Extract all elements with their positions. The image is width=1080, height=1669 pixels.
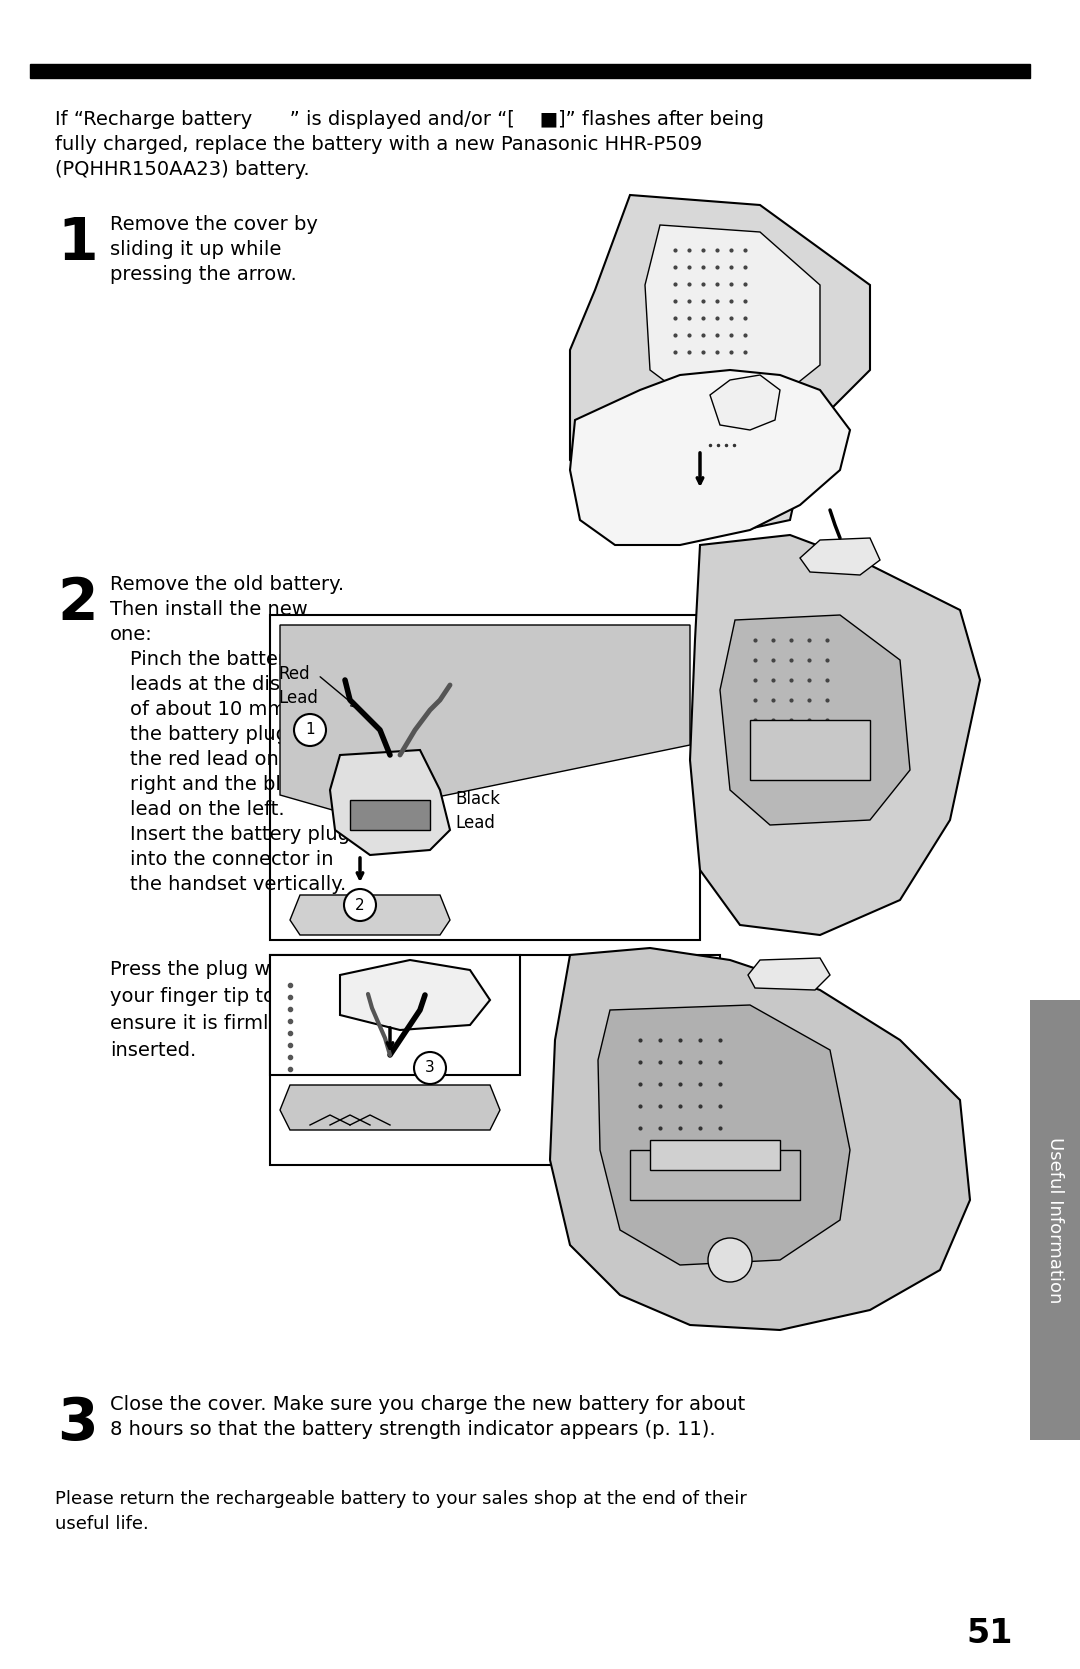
Text: 3: 3 — [426, 1060, 435, 1075]
Circle shape — [708, 1238, 752, 1282]
Polygon shape — [690, 536, 980, 935]
Text: 2: 2 — [57, 576, 97, 633]
Text: 8 hours so that the battery strength indicator appears (p. 11).: 8 hours so that the battery strength ind… — [110, 1420, 716, 1439]
Circle shape — [345, 890, 376, 921]
Polygon shape — [340, 960, 490, 1030]
Text: Remove the cover by: Remove the cover by — [110, 215, 318, 234]
Text: pressing the arrow.: pressing the arrow. — [110, 265, 297, 284]
Bar — [630, 1150, 800, 1200]
Text: Remove the old battery.: Remove the old battery. — [110, 576, 345, 594]
Text: inserted.: inserted. — [110, 1041, 197, 1060]
Text: Then install the new: Then install the new — [110, 599, 308, 619]
Text: sliding it up while: sliding it up while — [110, 240, 282, 259]
Text: right and the black: right and the black — [130, 774, 314, 794]
Text: Insert the battery plug: Insert the battery plug — [130, 824, 350, 845]
Text: Red
Lead: Red Lead — [278, 664, 318, 706]
Bar — [30, 63, 1030, 78]
Text: If “Recharge battery      ” is displayed and/or “[    ■]” flashes after being: If “Recharge battery ” is displayed and/… — [55, 110, 764, 129]
Bar — [270, 955, 720, 1165]
Polygon shape — [291, 895, 450, 935]
Text: lead on the left.: lead on the left. — [130, 799, 285, 819]
Bar — [270, 955, 519, 1075]
Text: the handset vertically.: the handset vertically. — [130, 875, 347, 895]
Text: Useful Information: Useful Information — [1047, 1137, 1064, 1303]
Polygon shape — [748, 958, 831, 990]
Text: leads at the distance: leads at the distance — [130, 674, 335, 694]
Text: Close the cover. Make sure you charge the new battery for about: Close the cover. Make sure you charge th… — [110, 1395, 745, 1414]
Bar — [1030, 1000, 1080, 1440]
Text: (PQHHR150AA23) battery.: (PQHHR150AA23) battery. — [55, 160, 310, 179]
Text: Please return the rechargeable battery to your sales shop at the end of their: Please return the rechargeable battery t… — [55, 1490, 747, 1509]
Polygon shape — [570, 371, 850, 546]
Text: the red lead on the: the red lead on the — [130, 749, 316, 769]
Text: fully charged, replace the battery with a new Panasonic HHR-P509: fully charged, replace the battery with … — [55, 135, 702, 154]
Text: 3: 3 — [57, 1395, 97, 1452]
Circle shape — [294, 714, 326, 746]
Polygon shape — [570, 195, 870, 536]
Text: of about 10 mm from: of about 10 mm from — [130, 699, 338, 719]
Bar — [650, 1140, 780, 1170]
Text: useful life.: useful life. — [55, 1515, 149, 1534]
Text: the battery plug with: the battery plug with — [130, 724, 336, 744]
Text: 1: 1 — [57, 215, 97, 272]
Polygon shape — [800, 537, 880, 576]
Polygon shape — [598, 1005, 850, 1265]
Polygon shape — [280, 624, 690, 814]
Text: your finger tip to: your finger tip to — [110, 986, 275, 1006]
Polygon shape — [330, 749, 450, 855]
Polygon shape — [710, 376, 780, 431]
Polygon shape — [280, 1085, 500, 1130]
Text: ensure it is firmly: ensure it is firmly — [110, 1015, 280, 1033]
Polygon shape — [550, 948, 970, 1330]
Polygon shape — [720, 614, 910, 824]
Text: one:: one: — [110, 624, 152, 644]
Bar — [350, 799, 430, 829]
Text: into the connector in: into the connector in — [130, 850, 334, 870]
Text: Press the plug with: Press the plug with — [110, 960, 296, 980]
Text: 1: 1 — [306, 723, 314, 738]
Text: 2: 2 — [355, 898, 365, 913]
Text: Black
Lead: Black Lead — [455, 789, 500, 831]
Bar — [270, 614, 700, 940]
Text: Pinch the battery: Pinch the battery — [130, 649, 297, 669]
Bar — [750, 719, 870, 779]
Polygon shape — [645, 225, 820, 406]
Text: 51: 51 — [967, 1617, 1013, 1651]
Circle shape — [414, 1051, 446, 1083]
